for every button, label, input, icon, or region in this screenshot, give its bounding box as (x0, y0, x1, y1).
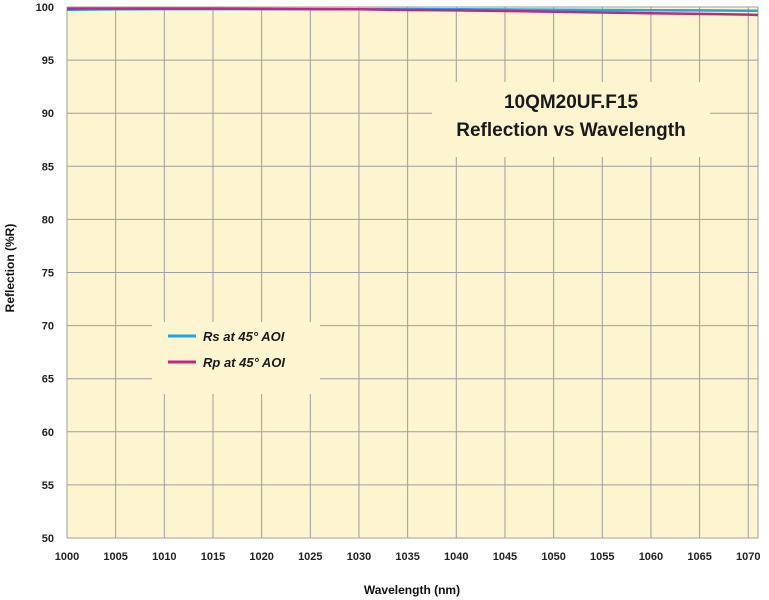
x-tick-label: 1025 (298, 551, 322, 563)
x-tick-label: 1055 (590, 551, 614, 563)
legend-label-rp: Rp at 45° AOI (203, 355, 285, 370)
chart-subtitle: Reflection vs Wavelength (456, 120, 685, 141)
x-axis-title: Wavelength (nm) (364, 583, 460, 597)
tick-labels: 50 55 60 65 70 75 80 85 90 95 100 1000 1005 1010 1015 1… (36, 2, 761, 563)
y-tick-label: 55 (42, 480, 54, 492)
x-tick-label: 1060 (639, 551, 663, 563)
legend: Rs at 45° AOI Rp at 45° AOI (152, 322, 320, 394)
y-tick-label: 65 (42, 374, 54, 386)
x-tick-label: 1010 (152, 551, 176, 563)
x-tick-label: 1015 (201, 551, 225, 563)
y-tick-label: 90 (42, 108, 54, 120)
series-layer (66, 7, 759, 17)
x-tick-label: 1050 (541, 551, 565, 563)
x-tick-label: 1020 (249, 551, 273, 563)
y-tick-label: 70 (42, 321, 54, 333)
x-tick-label: 1045 (493, 551, 517, 563)
x-tick-label: 1035 (395, 551, 419, 563)
x-tick-label: 1030 (347, 551, 371, 563)
y-tick-label: 60 (42, 427, 54, 439)
grid-lines (66, 6, 759, 539)
series-line-rp (67, 7, 759, 17)
x-tick-label: 1070 (736, 551, 760, 563)
title-box: 10QM20UF.F15 Reflection vs Wavelength (432, 82, 710, 157)
y-tick-label: 100 (36, 2, 54, 14)
y-axis-title: Reflection (%R) (3, 224, 17, 313)
chart-title: 10QM20UF.F15 (504, 92, 639, 113)
x-tick-label: 1040 (444, 551, 468, 563)
y-tick-label: 95 (42, 55, 54, 67)
x-tick-label: 1000 (55, 551, 79, 563)
x-tick-label: 1065 (687, 551, 711, 563)
y-tick-label: 80 (42, 214, 54, 226)
x-tick-label: 1005 (103, 551, 127, 563)
y-tick-label: 50 (42, 533, 54, 545)
legend-label-rs: Rs at 45° AOI (203, 329, 285, 344)
y-tick-label: 85 (42, 161, 54, 173)
y-tick-label: 75 (42, 268, 54, 280)
